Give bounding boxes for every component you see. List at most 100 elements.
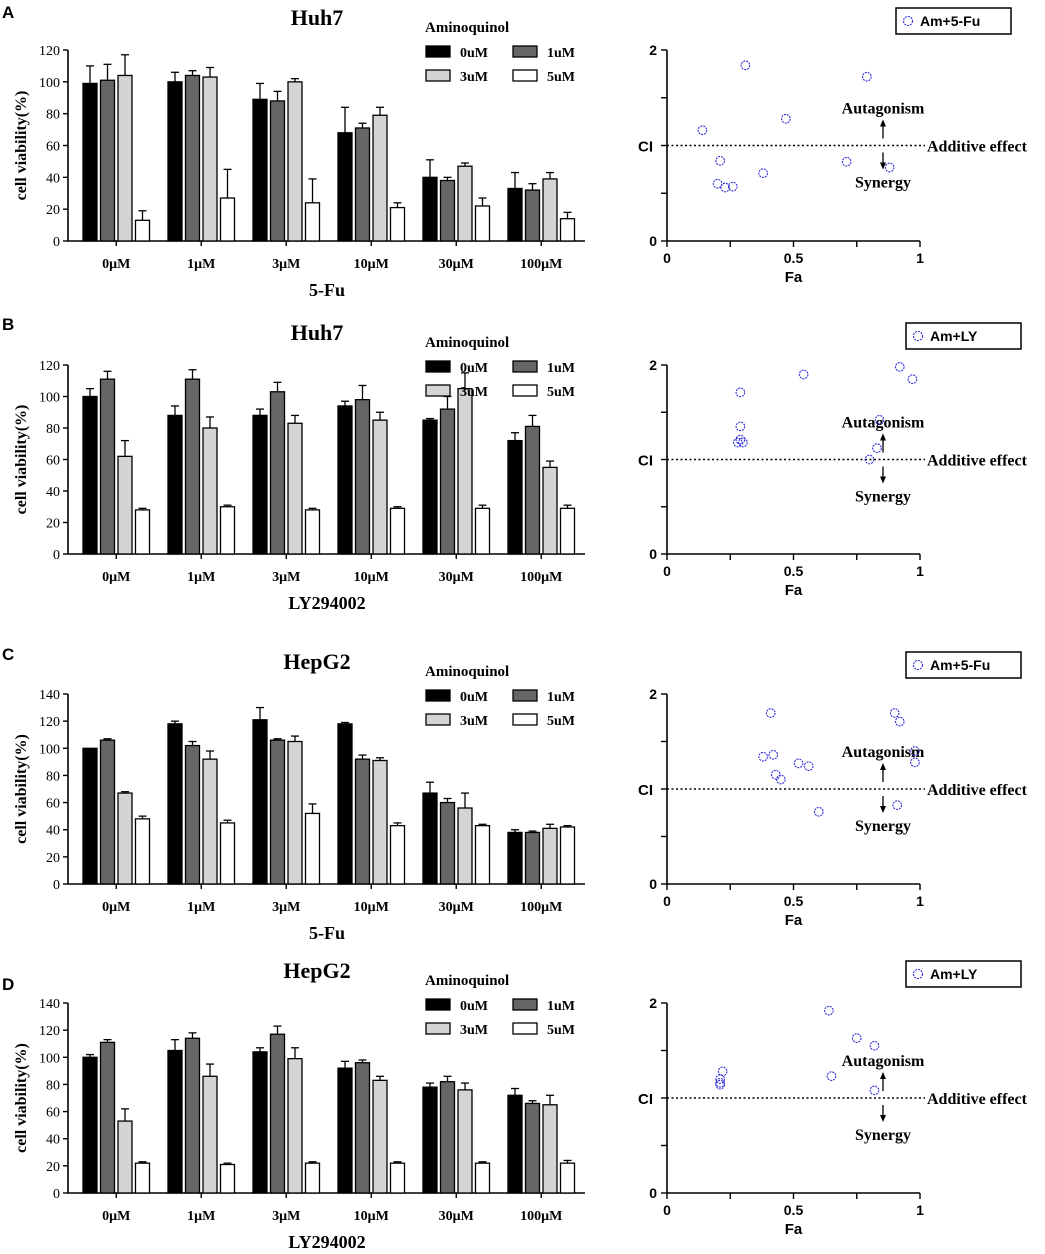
bar bbox=[82, 395, 98, 555]
bar bbox=[252, 1051, 268, 1194]
scatter-legend-label: Am+LY bbox=[930, 966, 978, 982]
bar bbox=[542, 178, 558, 242]
x-axis-label: Fa bbox=[785, 582, 803, 599]
y-tick-label: 120 bbox=[39, 715, 60, 730]
legend-label: 1uM bbox=[547, 999, 575, 1014]
x-tick-label: 10μM bbox=[354, 570, 389, 585]
y-tick-label: 20 bbox=[46, 203, 60, 218]
x-tick-label: 3μM bbox=[272, 570, 300, 585]
bar bbox=[559, 826, 576, 885]
x-tick-label: 1 bbox=[916, 893, 924, 909]
x-tick-label: 30μM bbox=[439, 1209, 474, 1224]
x-tick-label: 10μM bbox=[354, 257, 389, 272]
legend-swatch bbox=[425, 69, 451, 82]
y-axis-label: CI bbox=[638, 139, 653, 156]
bar bbox=[457, 165, 473, 242]
antagonism-label: Autagonism bbox=[842, 101, 925, 118]
y-tick-label: 80 bbox=[46, 422, 60, 437]
y-tick-label: 20 bbox=[46, 1160, 60, 1175]
x-tick-label: 10μM bbox=[354, 1209, 389, 1224]
bar bbox=[304, 509, 321, 555]
panel-label-a: A bbox=[2, 3, 14, 22]
y-tick-label: 80 bbox=[46, 1078, 60, 1093]
y-axis-label: CI bbox=[638, 782, 653, 799]
bar bbox=[474, 507, 491, 555]
y-axis-label: cell viability(%) bbox=[13, 1043, 30, 1153]
legend-swatch bbox=[512, 384, 538, 397]
x-tick-label: 0μM bbox=[102, 1209, 130, 1224]
legend-swatch bbox=[512, 69, 538, 82]
bar bbox=[372, 419, 388, 555]
x-tick-label: 1 bbox=[916, 1202, 924, 1218]
bar bbox=[507, 831, 523, 885]
y-tick-label: 0 bbox=[53, 878, 60, 893]
y-axis-label: cell viability(%) bbox=[13, 734, 30, 844]
bar bbox=[252, 414, 268, 555]
data-point bbox=[781, 113, 791, 124]
x-tick-label: 0 bbox=[663, 563, 671, 579]
bar bbox=[134, 818, 151, 885]
y-tick-label: 140 bbox=[39, 997, 60, 1012]
y-axis-label: CI bbox=[638, 1091, 653, 1108]
bar bbox=[287, 1057, 303, 1194]
x-tick-label: 10μM bbox=[354, 900, 389, 915]
bar bbox=[507, 187, 523, 242]
x-axis-label: LY294002 bbox=[288, 593, 365, 613]
bar bbox=[117, 792, 133, 885]
synergy-label: Synergy bbox=[855, 175, 911, 192]
y-tick-label: 0 bbox=[53, 548, 60, 563]
bar-chart-c: HepG2 0 20 40 60 80 100 120 140 cell viability(%)… bbox=[13, 649, 585, 943]
scatter-legend-box bbox=[905, 322, 1022, 350]
legend-swatch bbox=[512, 713, 538, 726]
bar bbox=[337, 1067, 353, 1194]
data-point bbox=[826, 1071, 837, 1081]
data-point bbox=[735, 434, 746, 445]
x-tick-label: 30μM bbox=[439, 900, 474, 915]
y-tick-label: 80 bbox=[46, 769, 60, 784]
y-tick-label: 60 bbox=[46, 797, 60, 812]
bar bbox=[184, 744, 201, 885]
scatter-legend-marker bbox=[912, 968, 924, 980]
bar bbox=[167, 1049, 183, 1194]
data-point bbox=[862, 71, 872, 82]
panel-label-b: B bbox=[2, 315, 14, 334]
bar bbox=[117, 455, 133, 555]
legend-label: 3uM bbox=[460, 714, 488, 729]
bar bbox=[422, 176, 438, 242]
bar bbox=[337, 723, 353, 885]
data-point bbox=[732, 437, 743, 448]
x-tick-label: 100μM bbox=[520, 900, 562, 915]
bar bbox=[422, 792, 438, 885]
bar bbox=[524, 831, 541, 885]
bar bbox=[219, 822, 236, 885]
bar bbox=[389, 1162, 406, 1194]
x-tick-label: 3μM bbox=[272, 257, 300, 272]
x-axis-label: Fa bbox=[785, 912, 803, 929]
up-arrow-head bbox=[880, 433, 886, 441]
y-tick-label: 100 bbox=[39, 76, 60, 91]
x-tick-label: 100μM bbox=[520, 1209, 562, 1224]
x-tick-label: 0.5 bbox=[784, 893, 804, 909]
data-point bbox=[894, 716, 905, 727]
data-point bbox=[768, 749, 779, 760]
ci-plot-b: 0 2 CI 0 0.5 1 Fa Additive effect Autagonism Syne… bbox=[638, 322, 1028, 599]
bar bbox=[542, 827, 558, 885]
data-point bbox=[824, 1005, 834, 1016]
synergy-label: Synergy bbox=[855, 489, 911, 506]
bar bbox=[219, 506, 236, 555]
scatter-legend-box bbox=[895, 7, 1012, 35]
bar bbox=[167, 414, 183, 555]
synergy-label: Synergy bbox=[855, 818, 911, 835]
x-tick-label: 0.5 bbox=[784, 250, 804, 266]
scatter-legend-marker bbox=[912, 659, 924, 671]
bar bbox=[457, 807, 473, 885]
legend-label: 3uM bbox=[460, 1023, 488, 1038]
x-axis-label: 5-Fu bbox=[309, 923, 345, 943]
y-tick-label: 2 bbox=[649, 686, 657, 702]
legend-swatch bbox=[512, 998, 538, 1011]
y-tick-label: 40 bbox=[46, 485, 60, 500]
down-arrow-head bbox=[880, 162, 886, 170]
data-point bbox=[765, 708, 776, 718]
y-tick-label: 100 bbox=[39, 742, 60, 757]
bar bbox=[134, 509, 151, 555]
